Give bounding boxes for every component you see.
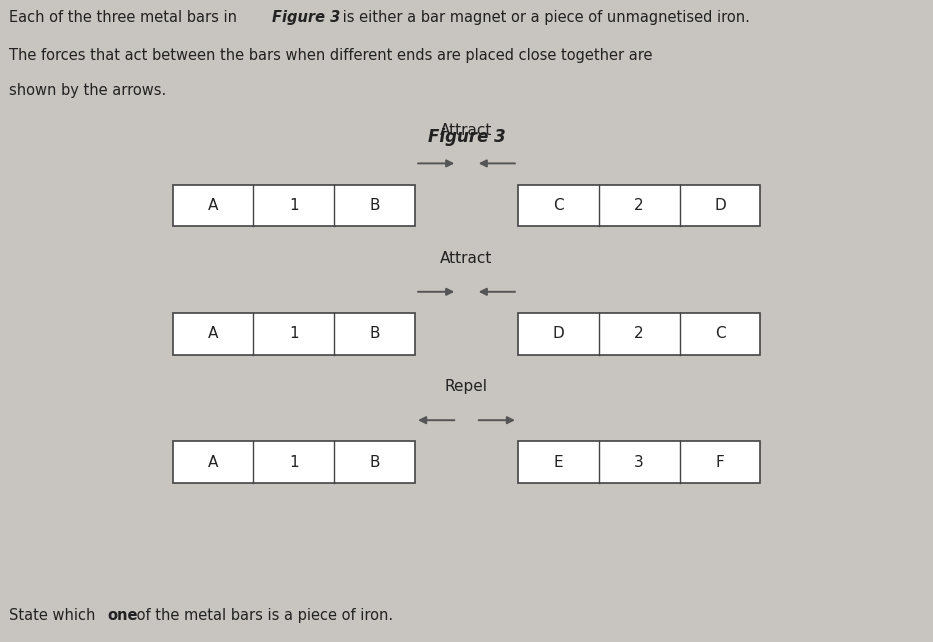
Text: Repel: Repel <box>445 379 488 394</box>
Bar <box>173 184 415 226</box>
Text: D: D <box>714 198 726 213</box>
Text: of the metal bars is a piece of iron.: of the metal bars is a piece of iron. <box>132 608 394 623</box>
Text: is either a bar magnet or a piece of unmagnetised iron.: is either a bar magnet or a piece of unm… <box>338 10 749 24</box>
Text: C: C <box>715 326 725 342</box>
Text: 3: 3 <box>634 455 644 470</box>
Text: A: A <box>208 455 218 470</box>
Bar <box>173 442 415 483</box>
Bar <box>173 313 415 354</box>
Text: The forces that act between the bars when different ends are placed close togeth: The forces that act between the bars whe… <box>9 48 653 63</box>
Text: Attract: Attract <box>440 123 493 137</box>
Text: 1: 1 <box>289 198 299 213</box>
Text: B: B <box>369 326 380 342</box>
Text: Figure 3: Figure 3 <box>427 128 506 146</box>
Text: A: A <box>208 326 218 342</box>
Text: 1: 1 <box>289 455 299 470</box>
Text: Each of the three metal bars in: Each of the three metal bars in <box>9 10 242 24</box>
Text: E: E <box>553 455 563 470</box>
Text: 2: 2 <box>634 326 644 342</box>
Text: Figure 3: Figure 3 <box>272 10 341 24</box>
Text: C: C <box>553 198 564 213</box>
Text: State which: State which <box>9 608 101 623</box>
Text: 2: 2 <box>634 198 644 213</box>
Text: B: B <box>369 198 380 213</box>
Text: one: one <box>108 608 138 623</box>
Bar <box>518 184 760 226</box>
Text: F: F <box>716 455 724 470</box>
Text: Attract: Attract <box>440 251 493 266</box>
Text: 1: 1 <box>289 326 299 342</box>
Text: shown by the arrows.: shown by the arrows. <box>9 83 167 98</box>
Text: A: A <box>208 198 218 213</box>
Text: D: D <box>552 326 564 342</box>
Bar <box>518 442 760 483</box>
Text: B: B <box>369 455 380 470</box>
Bar <box>518 313 760 354</box>
